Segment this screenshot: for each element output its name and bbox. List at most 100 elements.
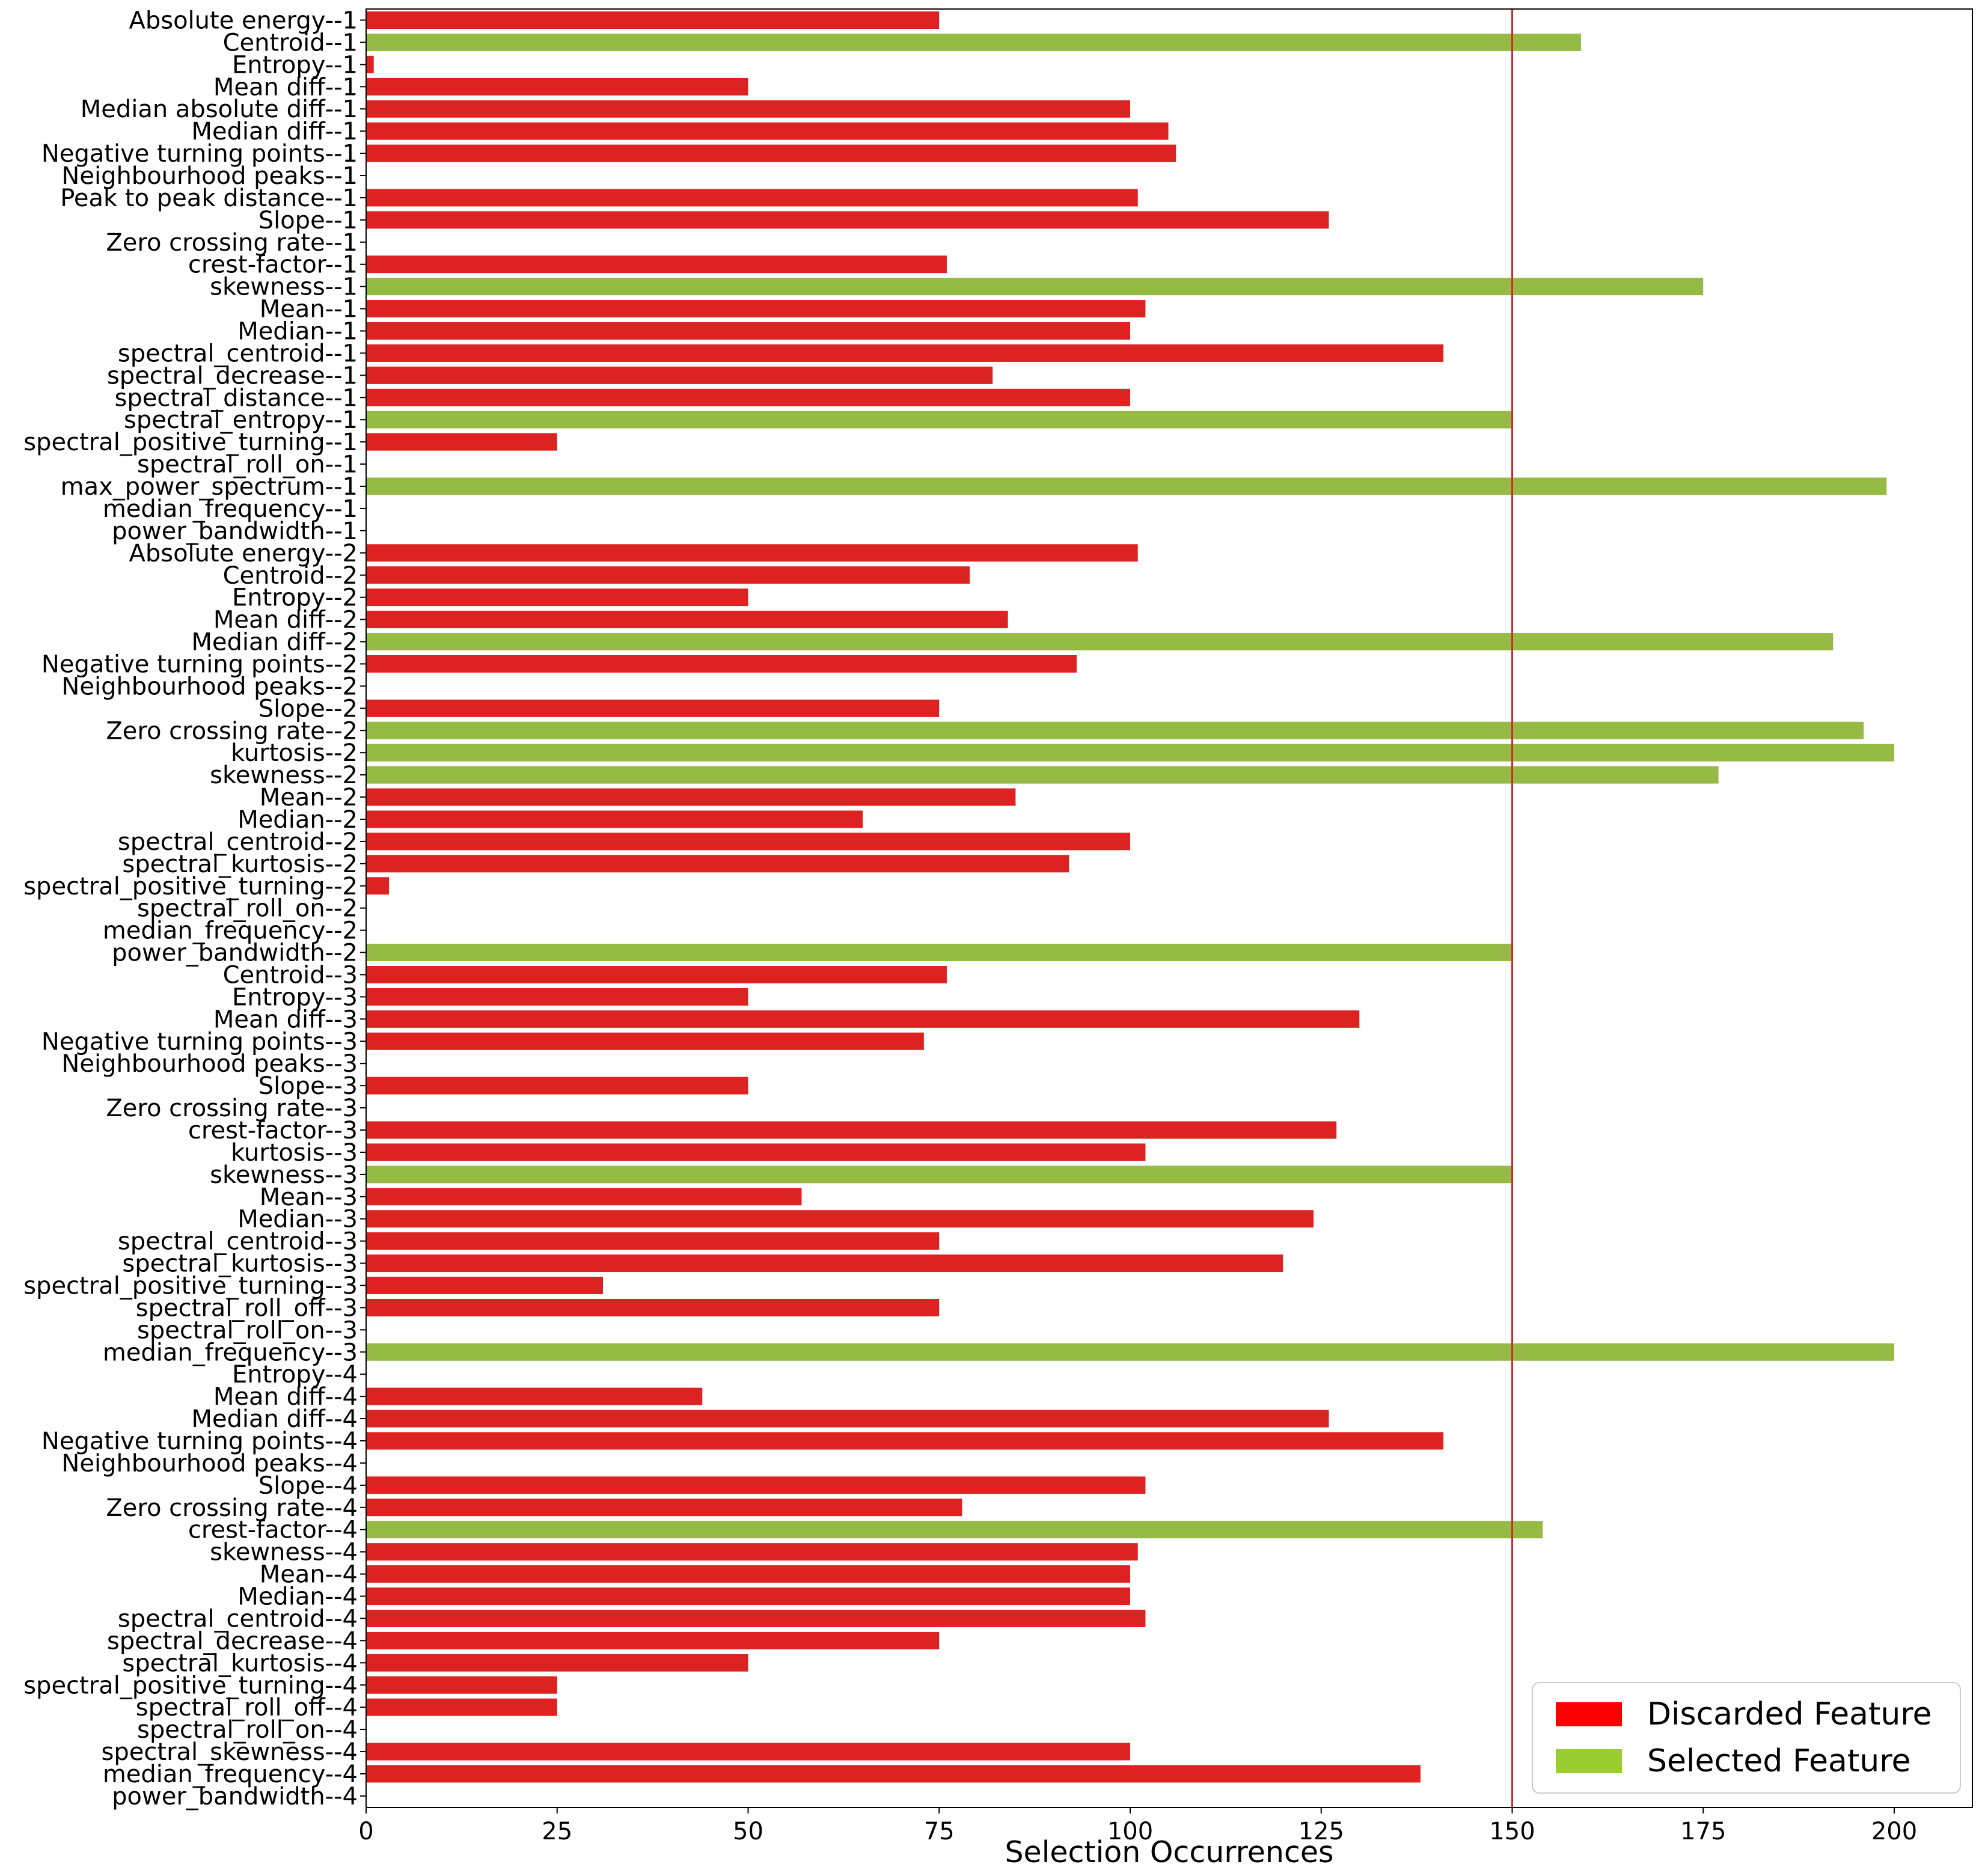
bar-12 [366,278,1704,296]
bar-38 [366,855,1069,873]
y-tick-label-41: median_frequency--2 [103,917,358,945]
bar-33 [366,744,1894,762]
y-tick-label-20: spectral_roll_on--1 [137,451,358,478]
bar-2 [366,55,374,73]
bar-64 [366,1432,1444,1450]
y-tick-label-24: Absolute energy--2 [129,540,358,567]
y-tick-label-18: spectral_entropy--1 [124,406,358,434]
y-tick-label-53: Mean--3 [260,1184,358,1211]
x-tick-label-6: 150 [1489,1818,1535,1845]
bar-9 [366,211,1329,229]
y-tick-label-32: Zero crossing rate--2 [106,717,358,745]
y-tick-label-77: spectral_roll_on--4 [137,1716,358,1744]
x-axis-label: Selection Occurrences [1005,1835,1333,1869]
y-tick-label-74: spectral_kurtosis--4 [122,1649,358,1677]
y-tick-label-15: spectral_centroid--1 [118,340,358,367]
y-tick-label-55: spectral_centroid--3 [118,1228,358,1256]
y-tick-label-23: power_bandwidth--1 [112,518,358,545]
bar-29 [366,655,1077,673]
bar-75 [366,1676,557,1694]
y-tick-label-47: Neighbourhood peaks--3 [61,1050,358,1078]
bar-14 [366,322,1130,340]
y-tick-label-69: skewness--4 [210,1539,358,1566]
y-tick-label-42: power_bandwidth--2 [112,940,358,967]
bar-52 [366,1166,1513,1184]
legend-label-0: Discarded Feature [1647,1696,1932,1732]
bar-11 [366,255,947,273]
y-tick-label-70: Mean--4 [260,1561,358,1589]
y-tick-label-10: Zero crossing rate--1 [106,229,358,257]
bar-15 [366,344,1444,362]
bar-13 [366,300,1146,318]
y-tick-label-76: spectral_roll_off--4 [136,1694,358,1722]
y-tick-label-50: crest-factor--3 [188,1117,358,1144]
legend-label-1: Selected Feature [1647,1743,1910,1779]
bar-67 [366,1499,962,1517]
bar-74 [366,1654,748,1672]
bar-8 [366,189,1138,207]
bar-18 [366,411,1513,429]
bar-25 [366,566,970,584]
y-tick-label-64: Negative turning points--4 [41,1428,358,1455]
bar-6 [366,144,1176,162]
y-tick-label-28: Median diff--2 [191,629,358,656]
bar-66 [366,1476,1146,1494]
bar-63 [366,1410,1329,1428]
y-tick-label-59: spectral_roll_on--3 [137,1316,358,1344]
y-tick-label-51: kurtosis--3 [231,1139,358,1167]
legend-swatch-1 [1556,1749,1622,1773]
y-tick-label-56: spectral_kurtosis--3 [122,1250,358,1278]
y-tick-label-12: skewness--1 [210,273,358,301]
bar-21 [366,477,1887,495]
bar-71 [366,1587,1130,1606]
y-tick-label-48: Slope--3 [258,1072,358,1100]
legend: Discarded Feature Selected Feature [1532,1682,1961,1794]
bar-36 [366,810,863,828]
y-tick-label-38: spectral_kurtosis--2 [122,851,358,878]
y-tick-label-2: Entropy--1 [232,51,358,79]
x-tick-label-1: 25 [542,1818,572,1845]
x-tick-label-4: 100 [1107,1818,1153,1845]
y-tick-label-9: Slope--1 [258,207,358,234]
bar-26 [366,588,748,606]
y-tick-label-49: Zero crossing rate--3 [106,1095,358,1122]
y-tick-label-61: Entropy--4 [232,1361,358,1389]
bar-76 [366,1698,557,1716]
y-tick-label-71: Median--4 [237,1583,358,1611]
bar-46 [366,1032,924,1050]
y-tick-label-8: Peak to peak distance--1 [60,185,358,212]
bar-43 [366,965,947,983]
y-tick-label-1: Centroid--1 [223,29,358,57]
y-tick-label-57: spectral_positive_turning--3 [23,1273,358,1300]
y-tick-label-27: Mean diff--2 [213,606,358,634]
y-tick-label-30: Neighbourhood peaks--2 [61,673,358,700]
bar-17 [366,388,1130,406]
bar-16 [366,366,993,384]
bar-70 [366,1565,1130,1583]
y-tick-label-79: median_frequency--4 [103,1761,358,1788]
x-tick-label-2: 50 [733,1818,763,1845]
y-tick-label-46: Negative turning points--3 [41,1028,358,1056]
x-tick-label-8: 200 [1871,1818,1917,1845]
bar-39 [366,877,390,895]
bar-73 [366,1631,940,1649]
y-tick-label-6: Negative turning points--1 [41,140,358,168]
y-tick-label-60: median_frequency--3 [103,1339,358,1366]
bars-layer [366,11,1894,1783]
y-tick-label-34: skewness--2 [210,762,358,789]
y-tick-label-78: spectral_skewness--4 [102,1738,358,1766]
y-tick-label-39: spectral_positive_turning--2 [23,873,358,900]
y-tick-label-73: spectral_decrease--4 [107,1627,358,1655]
bar-79 [366,1765,1421,1783]
bar-56 [366,1254,1283,1273]
bar-48 [366,1077,748,1095]
y-tick-label-31: Slope--2 [258,695,358,723]
legend-box [1532,1682,1961,1794]
bar-53 [366,1188,802,1206]
bar-5 [366,122,1169,140]
y-tick-label-19: spectral_positive_turning--1 [23,429,358,456]
y-axis: Absolute energy--1Centroid--1Entropy--1M… [23,7,366,1810]
y-tick-label-29: Negative turning points--2 [41,650,358,678]
y-tick-label-33: kurtosis--2 [231,739,358,767]
y-tick-label-5: Median diff--1 [191,118,358,145]
